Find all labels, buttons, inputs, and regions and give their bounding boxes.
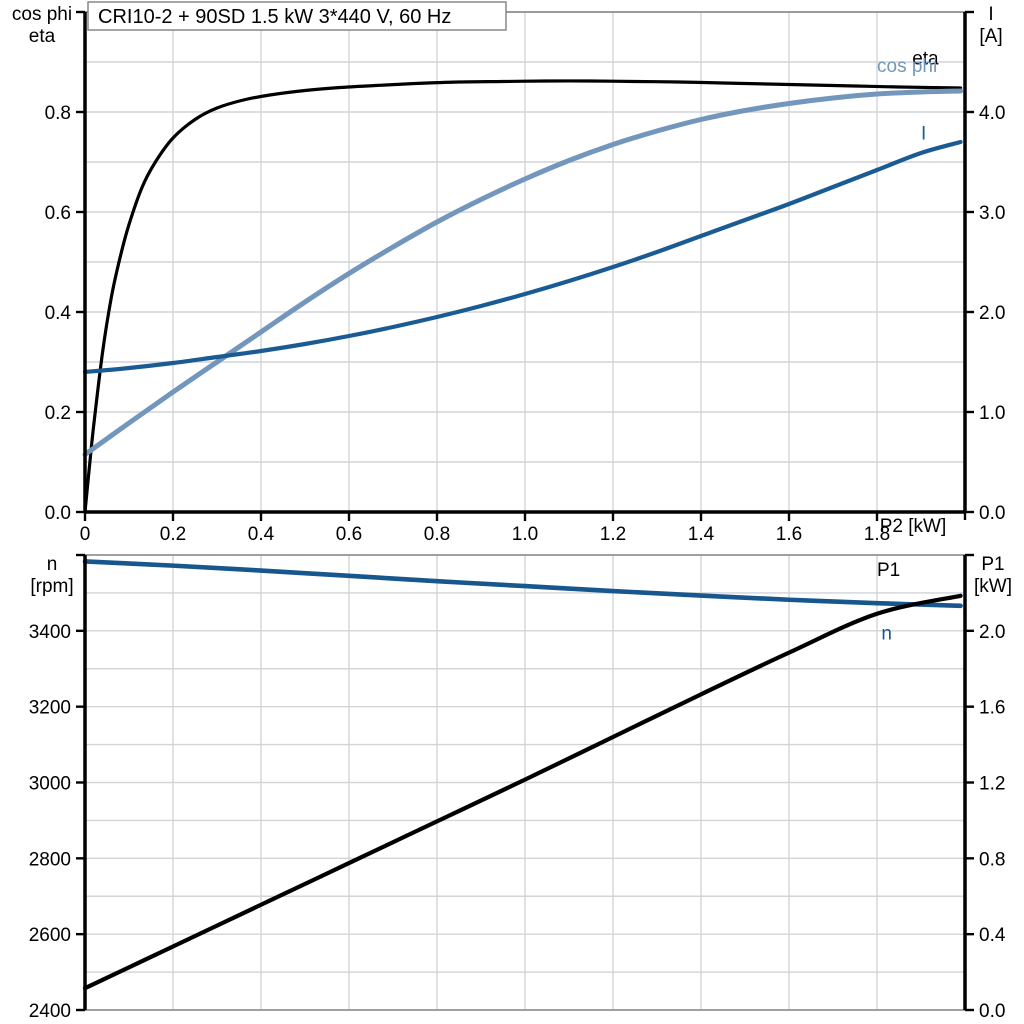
bottom-curve-annotations: P1 n <box>877 560 900 645</box>
y-right-tick-label: 1.0 <box>979 403 1005 424</box>
y-left-tick-label: 3400 <box>29 622 71 643</box>
y-right-tick-label: 4.0 <box>979 103 1005 124</box>
bottom-curves <box>82 559 963 991</box>
top-right-axis-title-line2: [A] <box>979 26 1002 47</box>
x-tick-label: 1.8 <box>864 524 890 545</box>
curve-label-I: I <box>921 124 926 145</box>
y-right-tick-label: 2.0 <box>979 622 1005 643</box>
bottom-right-axis-title-line1: P1 <box>981 554 1004 575</box>
curve-P1 <box>82 593 963 991</box>
top-axis-ticks: 0 0.2 0.4 0.6 0.8 1.0 1.2 1.4 1.6 1.8 0.0 0.2 0.4 0.6… <box>45 10 1005 545</box>
y-right-tick-label: 2.0 <box>979 303 1005 324</box>
bottom-left-axis-title-line2: [rpm] <box>30 576 73 597</box>
top-chart-svg: 0 0.2 0.4 0.6 0.8 1.0 1.2 1.4 1.6 1.8 0.0 0.2 0.4 0.6… <box>12 1 1005 545</box>
y-right-tick-label: 0.0 <box>979 1001 1005 1022</box>
curve-label-cos-phi: cos phi <box>877 56 937 77</box>
y-left-tick-label: 0.0 <box>45 503 71 524</box>
y-right-tick-label: 1.6 <box>979 698 1005 719</box>
y-left-tick-label: 0.2 <box>45 403 71 424</box>
x-tick-label: 1.6 <box>776 524 802 545</box>
y-left-tick-label: 2400 <box>29 1001 71 1022</box>
bottom-chart-svg: 2400 2600 2800 3000 3200 3400 0.0 0.4 0.8 1.2 1.6 2… <box>29 553 1012 1022</box>
top-chart-panel: 0 0.2 0.4 0.6 0.8 1.0 1.2 1.4 1.6 1.8 0.0 0.2 0.4 0.6… <box>12 1 1005 545</box>
curve-eta <box>83 79 963 514</box>
y-right-tick-label: 0.4 <box>979 925 1006 946</box>
y-left-tick-label: 2800 <box>29 849 71 870</box>
y-left-tick-label: 0.6 <box>45 203 71 224</box>
bottom-left-axis-title-line1: n <box>47 554 58 575</box>
curve-I <box>82 139 963 375</box>
x-tick-label: 1.0 <box>512 524 538 545</box>
curve-label-n: n <box>881 623 892 644</box>
bottom-right-axis-title-line2: [kW] <box>974 576 1012 597</box>
top-left-axis-title-line2: eta <box>29 26 56 47</box>
top-right-axis-title-line1: I <box>988 4 993 25</box>
bottom-chart-panel: 2400 2600 2800 3000 3200 3400 0.0 0.4 0.8 1.2 1.6 2… <box>0 545 1024 1024</box>
y-left-tick-label: 0.4 <box>45 303 72 324</box>
y-right-tick-label: 0.0 <box>979 503 1005 524</box>
y-right-tick-label: 3.0 <box>979 203 1005 224</box>
x-tick-label: 0.6 <box>336 524 362 545</box>
curve-label-P1: P1 <box>877 560 900 581</box>
top-x-axis-title: P2 [kW] <box>880 516 947 537</box>
top-curves <box>82 79 964 514</box>
x-tick-label: 0.2 <box>160 524 186 545</box>
x-tick-label: 1.2 <box>600 524 626 545</box>
curve-label-eta: eta <box>912 49 939 70</box>
curve-n <box>82 559 963 609</box>
bottom-axis-ticks: 2400 2600 2800 3000 3200 3400 0.0 0.4 0.8 1.2 1.6 2… <box>29 553 1006 1022</box>
y-left-tick-label: 3200 <box>29 698 71 719</box>
y-left-tick-label: 0.8 <box>45 103 71 124</box>
y-left-tick-label: 3000 <box>29 774 71 795</box>
x-tick-label: 0.4 <box>248 524 275 545</box>
y-left-tick-label: 2600 <box>29 925 71 946</box>
y-right-tick-label: 0.8 <box>979 849 1005 870</box>
x-tick-label: 0 <box>80 524 91 545</box>
y-right-tick-label: 1.2 <box>979 774 1005 795</box>
x-tick-label: 0.8 <box>424 524 450 545</box>
top-left-axis-title-line1: cos phi <box>12 4 72 25</box>
title-box <box>87 1 507 31</box>
x-tick-label: 1.4 <box>688 524 715 545</box>
chart-title: CRI10-2 + 90SD 1.5 kW 3*440 V, 60 Hz <box>98 6 451 28</box>
bottom-gridlines <box>85 555 966 1010</box>
